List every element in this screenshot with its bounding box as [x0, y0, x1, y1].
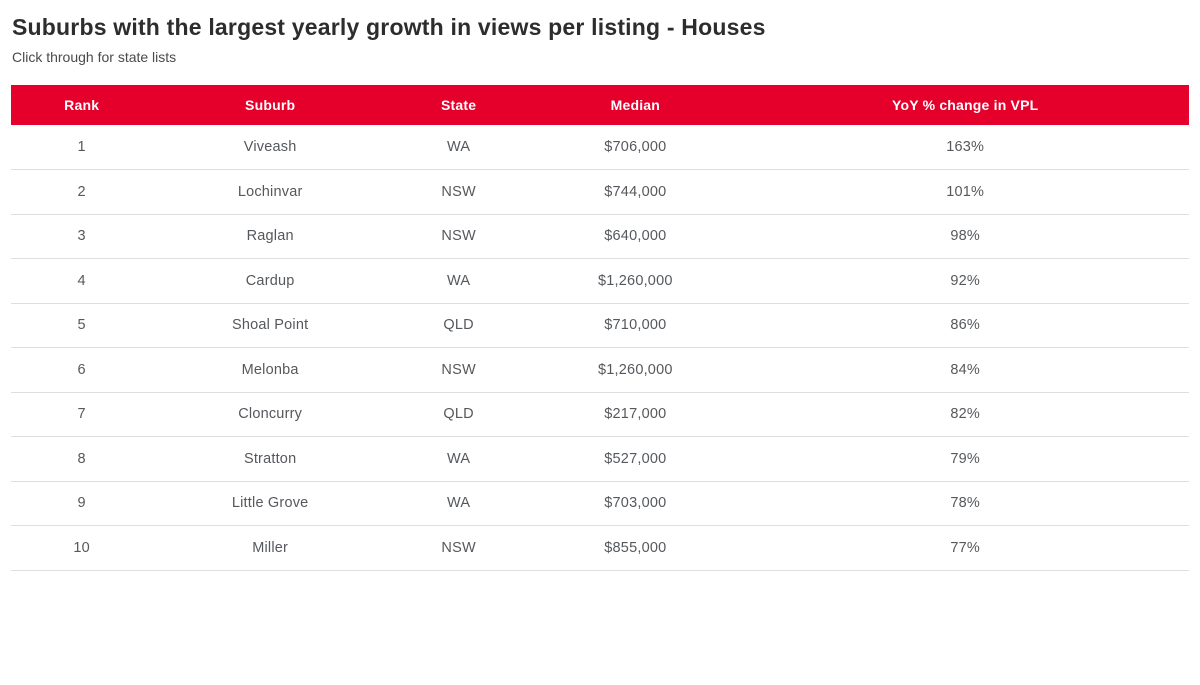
cell-state: NSW — [387, 169, 530, 215]
cell-rank: 3 — [11, 214, 153, 259]
cell-rank: 7 — [11, 392, 153, 437]
table-row[interactable]: 4 Cardup WA $1,260,000 92% — [11, 258, 1189, 304]
cell-suburb: Raglan — [152, 214, 388, 259]
cell-yoy-change: 163% — [741, 125, 1189, 170]
cell-suburb: Lochinvar — [152, 169, 388, 215]
cell-rank: 6 — [11, 347, 153, 393]
cell-suburb: Miller — [152, 525, 388, 571]
table-row[interactable]: 7 Cloncurry QLD $217,000 82% — [11, 392, 1189, 437]
table-row[interactable]: 6 Melonba NSW $1,260,000 84% — [11, 347, 1189, 393]
cell-rank: 1 — [11, 125, 153, 170]
cell-state: QLD — [387, 392, 530, 437]
page-title: Suburbs with the largest yearly growth i… — [12, 14, 766, 40]
cell-yoy-change: 84% — [741, 347, 1189, 393]
cell-median: $703,000 — [529, 481, 742, 526]
cell-rank: 10 — [11, 525, 153, 571]
cell-yoy-change: 79% — [741, 436, 1189, 482]
table-row[interactable]: 1 Viveash WA $706,000 163% — [11, 125, 1189, 170]
growth-table: Rank Suburb State Median YoY % change in VPL… — [11, 85, 1189, 571]
cell-median: $744,000 — [529, 169, 742, 215]
column-header-yoy-change: YoY % change in VPL — [741, 85, 1189, 125]
cell-state: WA — [387, 436, 530, 482]
cell-suburb: Stratton — [152, 436, 388, 482]
table-row[interactable]: 2 Lochinvar NSW $744,000 101% — [11, 169, 1189, 215]
cell-state: WA — [387, 125, 530, 170]
cell-suburb: Viveash — [152, 125, 388, 170]
cell-median: $1,260,000 — [529, 347, 742, 393]
cell-rank: 9 — [11, 481, 153, 526]
cell-yoy-change: 82% — [741, 392, 1189, 437]
cell-state: NSW — [387, 347, 530, 393]
cell-median: $855,000 — [529, 525, 742, 571]
cell-state: NSW — [387, 214, 530, 259]
table-row[interactable]: 3 Raglan NSW $640,000 98% — [11, 214, 1189, 259]
column-header-median: Median — [529, 85, 742, 125]
cell-state: WA — [387, 258, 530, 304]
column-header-state: State — [387, 85, 530, 125]
page-container: Suburbs with the largest yearly growth i… — [11, 14, 1189, 571]
cell-median: $527,000 — [529, 436, 742, 482]
cell-suburb: Shoal Point — [152, 303, 388, 348]
table-header: Rank Suburb State Median YoY % change in VPL — [11, 85, 1189, 125]
cell-state: QLD — [387, 303, 530, 348]
cell-suburb: Little Grove — [152, 481, 388, 526]
cell-rank: 8 — [11, 436, 153, 482]
table-body: 1 Viveash WA $706,000 163% 2 Lochinvar NSW $744,… — [11, 125, 1189, 571]
cell-yoy-change: 78% — [741, 481, 1189, 526]
cell-state: WA — [387, 481, 530, 526]
cell-median: $640,000 — [529, 214, 742, 259]
cell-yoy-change: 101% — [741, 169, 1189, 215]
cell-rank: 5 — [11, 303, 153, 348]
cell-rank: 4 — [11, 258, 153, 304]
cell-median: $217,000 — [529, 392, 742, 437]
table-row[interactable]: 5 Shoal Point QLD $710,000 86% — [11, 303, 1189, 348]
cell-suburb: Cardup — [152, 258, 388, 304]
table-row[interactable]: 10 Miller NSW $855,000 77% — [11, 525, 1189, 571]
cell-state: NSW — [387, 525, 530, 571]
cell-median: $1,260,000 — [529, 258, 742, 304]
table-header-row: Rank Suburb State Median YoY % change in VPL — [11, 85, 1189, 125]
cell-rank: 2 — [11, 169, 153, 215]
cell-suburb: Cloncurry — [152, 392, 388, 437]
cell-yoy-change: 86% — [741, 303, 1189, 348]
table-row[interactable]: 9 Little Grove WA $703,000 78% — [11, 481, 1189, 526]
cell-suburb: Melonba — [152, 347, 388, 393]
column-header-rank: Rank — [11, 85, 153, 125]
table-row[interactable]: 8 Stratton WA $527,000 79% — [11, 436, 1189, 482]
cell-median: $706,000 — [529, 125, 742, 170]
cell-median: $710,000 — [529, 303, 742, 348]
cell-yoy-change: 98% — [741, 214, 1189, 259]
column-header-suburb: Suburb — [152, 85, 388, 125]
cell-yoy-change: 92% — [741, 258, 1189, 304]
page-subtitle: Click through for state lists — [12, 49, 177, 65]
cell-yoy-change: 77% — [741, 525, 1189, 571]
